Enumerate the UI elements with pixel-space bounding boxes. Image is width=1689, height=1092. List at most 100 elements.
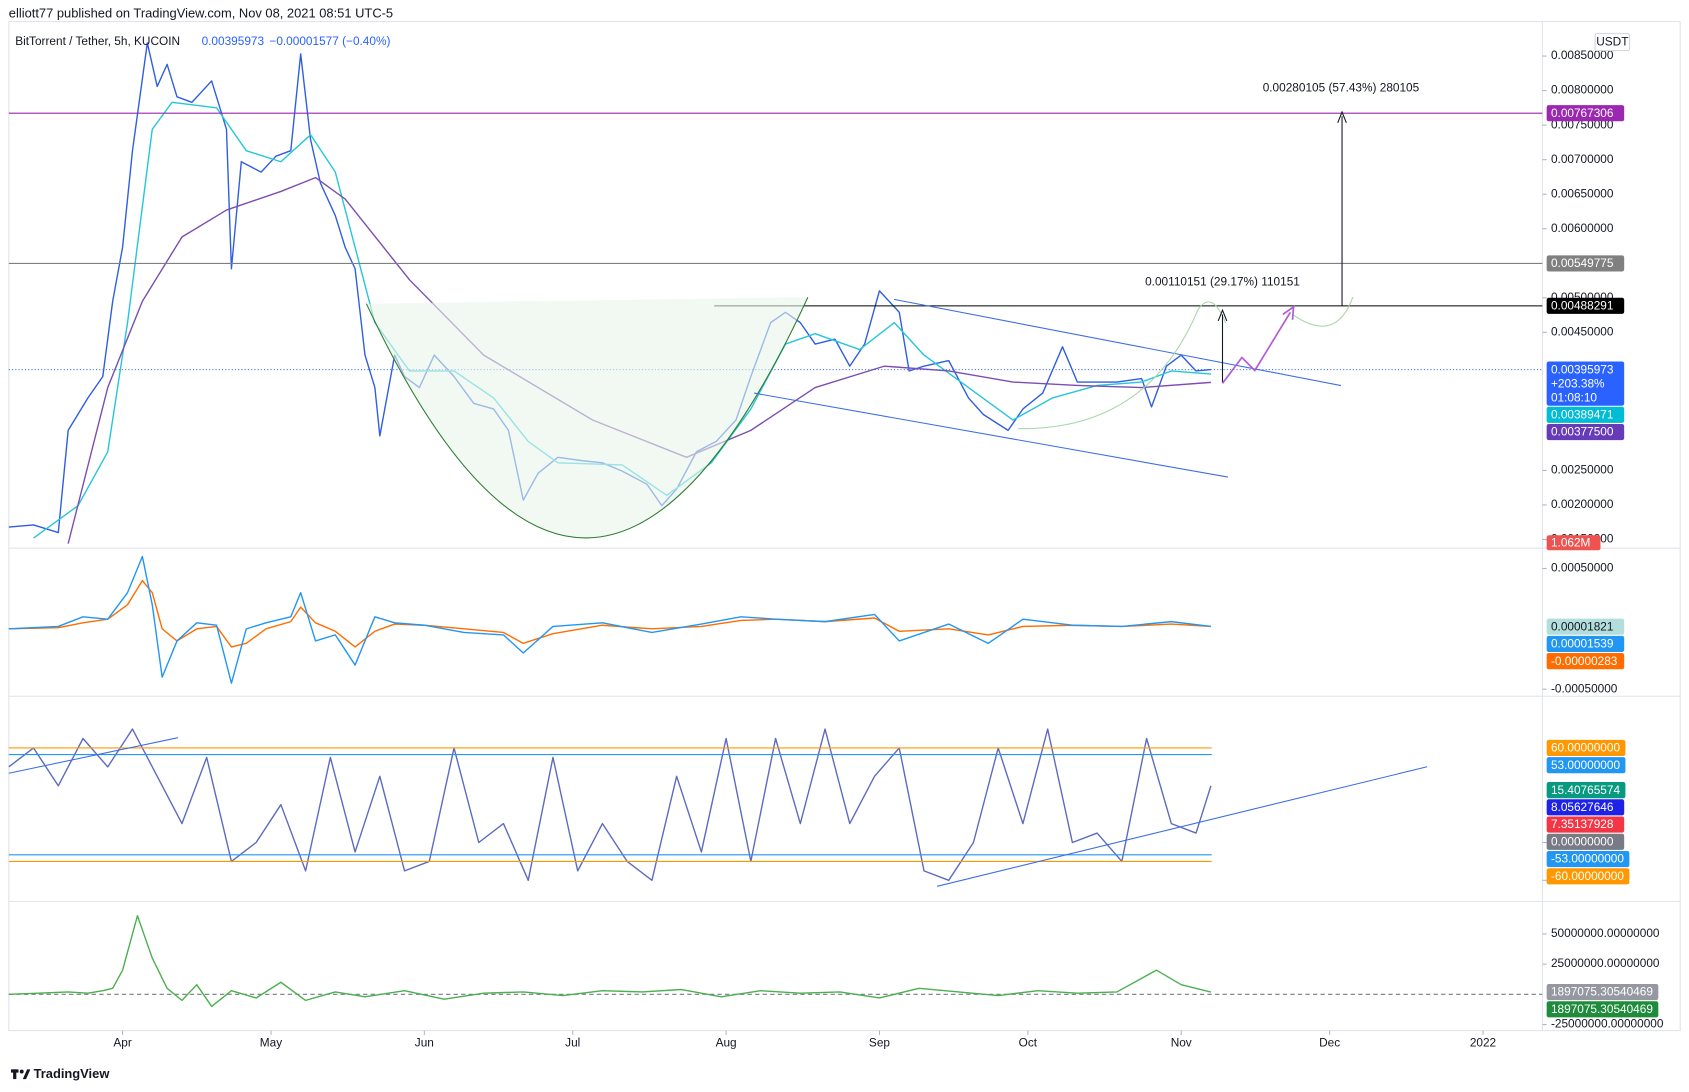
y-tick-label: 0.00850000 [1551,48,1614,62]
price-label-box [1546,406,1625,423]
trend-line [8,737,178,774]
y-tick-label: 0.00250000 [1551,463,1614,477]
volume-label-box [1546,535,1601,551]
currency-box[interactable] [1594,32,1631,52]
price-label-box [1546,105,1625,122]
series-line [8,579,1211,648]
price-label-box [1546,782,1626,799]
projection-curve [1017,301,1227,430]
price-label: 0.00001539 [1551,637,1614,651]
y-tick-label: 0.00650000 [1551,186,1614,200]
x-tick-label: Nov [1171,1036,1192,1050]
price-label-box [1546,739,1626,757]
symbol: BitTorrent / Tether, 5h, KUCOIN [15,34,180,48]
price-label: 0.00395973 [1551,362,1614,376]
price-label: 8.05627646 [1551,800,1614,814]
last-price: 0.00395973 [202,34,265,48]
price-label-box [1546,850,1630,868]
x-tick-label: Oct [1019,1036,1038,1050]
x-tick-label: Aug [716,1036,737,1050]
y-tick-label: 50000000.00000000 [1551,926,1660,940]
price-label-box [1546,799,1625,816]
price-label-box [1546,297,1625,314]
price-change: −0.00001577 (−0.40%) [269,34,390,48]
x-tick-label: Dec [1319,1036,1340,1050]
arrow-head [1282,305,1295,320]
price-label: 0.00549775 [1551,256,1614,270]
price-label: 1897075.30540469 [1551,1002,1653,1016]
logo-part [13,1069,17,1080]
annotation: 0.00110151 (29.17%) 110151 [1145,274,1300,288]
y-tick-label: 0.00800000 [1551,83,1614,97]
price-label: -53.00000000 [1551,852,1624,866]
currency[interactable]: USDT [1596,35,1628,49]
drawings: 0.00280105 (57.43%) 280105 0.00110151 (2… [8,80,1428,887]
price-label-sub: +203.38% [1551,376,1605,390]
series-line [8,728,1212,882]
x-tick-label: May [260,1036,282,1050]
footer-brand: TradingView [34,1066,111,1081]
arrow-head [1337,110,1347,123]
y-tick-label: 0.00600000 [1551,221,1614,235]
price-label-box [1546,255,1625,272]
price-label: 0.00488291 [1551,299,1614,313]
footer-logo [10,1069,31,1080]
price-label: 0.00377500 [1551,425,1614,439]
price-label-box [1546,1001,1659,1018]
x-tick-label: Apr [113,1036,131,1050]
label-layer: Apr May Jun Jul Aug Sep Oct Nov Dec 2022 0.0076730… [113,105,1659,1050]
price-label: 0.00000000 [1551,834,1614,848]
cup-fill [366,297,808,538]
publisher: elliott77 published on TradingView.com, … [9,5,393,20]
y-tick-label: 0.00050000 [1551,561,1614,575]
y-tick-label: 0.00200000 [1551,497,1614,511]
price-label: -0.00000283 [1551,654,1618,668]
cup-curve [365,297,809,539]
price-label: 7.35137928 [1551,817,1614,831]
x-tick-label: Jun [415,1036,434,1050]
price-label-box [1546,868,1630,885]
logo-part [22,1069,31,1080]
price-label-box [1546,816,1625,833]
x-tick-label: Jul [565,1036,580,1050]
price-label: 1897075.30540469 [1551,985,1653,999]
price-label-box [1546,653,1625,670]
arrow-head [1217,308,1228,322]
price-label: 60.00000000 [1551,741,1620,755]
y-tick-label: -0.00050000 [1551,681,1618,695]
price-label-box [1546,361,1625,406]
y-tick-label: 25000000.00000000 [1551,956,1660,970]
projection-path [1221,311,1292,384]
x-tick-label: 2022 [1470,1036,1496,1050]
series-line [8,555,1211,684]
y-tick-label: 0.00450000 [1551,324,1614,338]
price-label: 53.00000000 [1551,758,1620,772]
price-label: 0.00767306 [1551,106,1614,120]
trend-line [936,766,1428,887]
price-label-box [1546,757,1626,774]
frames [8,21,1681,1032]
price-label: 15.40765574 [1551,783,1620,797]
logo-part [19,1069,24,1074]
price-label-sub: 01:08:10 [1551,390,1597,404]
price-label-box [1546,618,1625,635]
price-label-box [1546,833,1625,850]
frame [8,21,1681,1032]
price-label: 0.00001821 [1551,619,1614,633]
series-line [8,915,1212,1008]
x-tick-label: Sep [869,1036,890,1050]
y-tick-label: 0.00700000 [1551,152,1614,166]
annotation: 0.00280105 (57.43%) 280105 [1263,80,1420,94]
price-label: -60.00000000 [1551,869,1624,883]
price-label-box [1546,423,1625,441]
channel-line [753,392,1228,478]
price-label-box [1546,635,1625,652]
price-label: 0.00389471 [1551,408,1614,422]
projection-curve [1292,297,1354,327]
channel-line [893,298,1342,387]
y-tick-label: -25000000.00000000 [1551,1017,1664,1031]
volume-label: 1.062M [1551,535,1590,549]
